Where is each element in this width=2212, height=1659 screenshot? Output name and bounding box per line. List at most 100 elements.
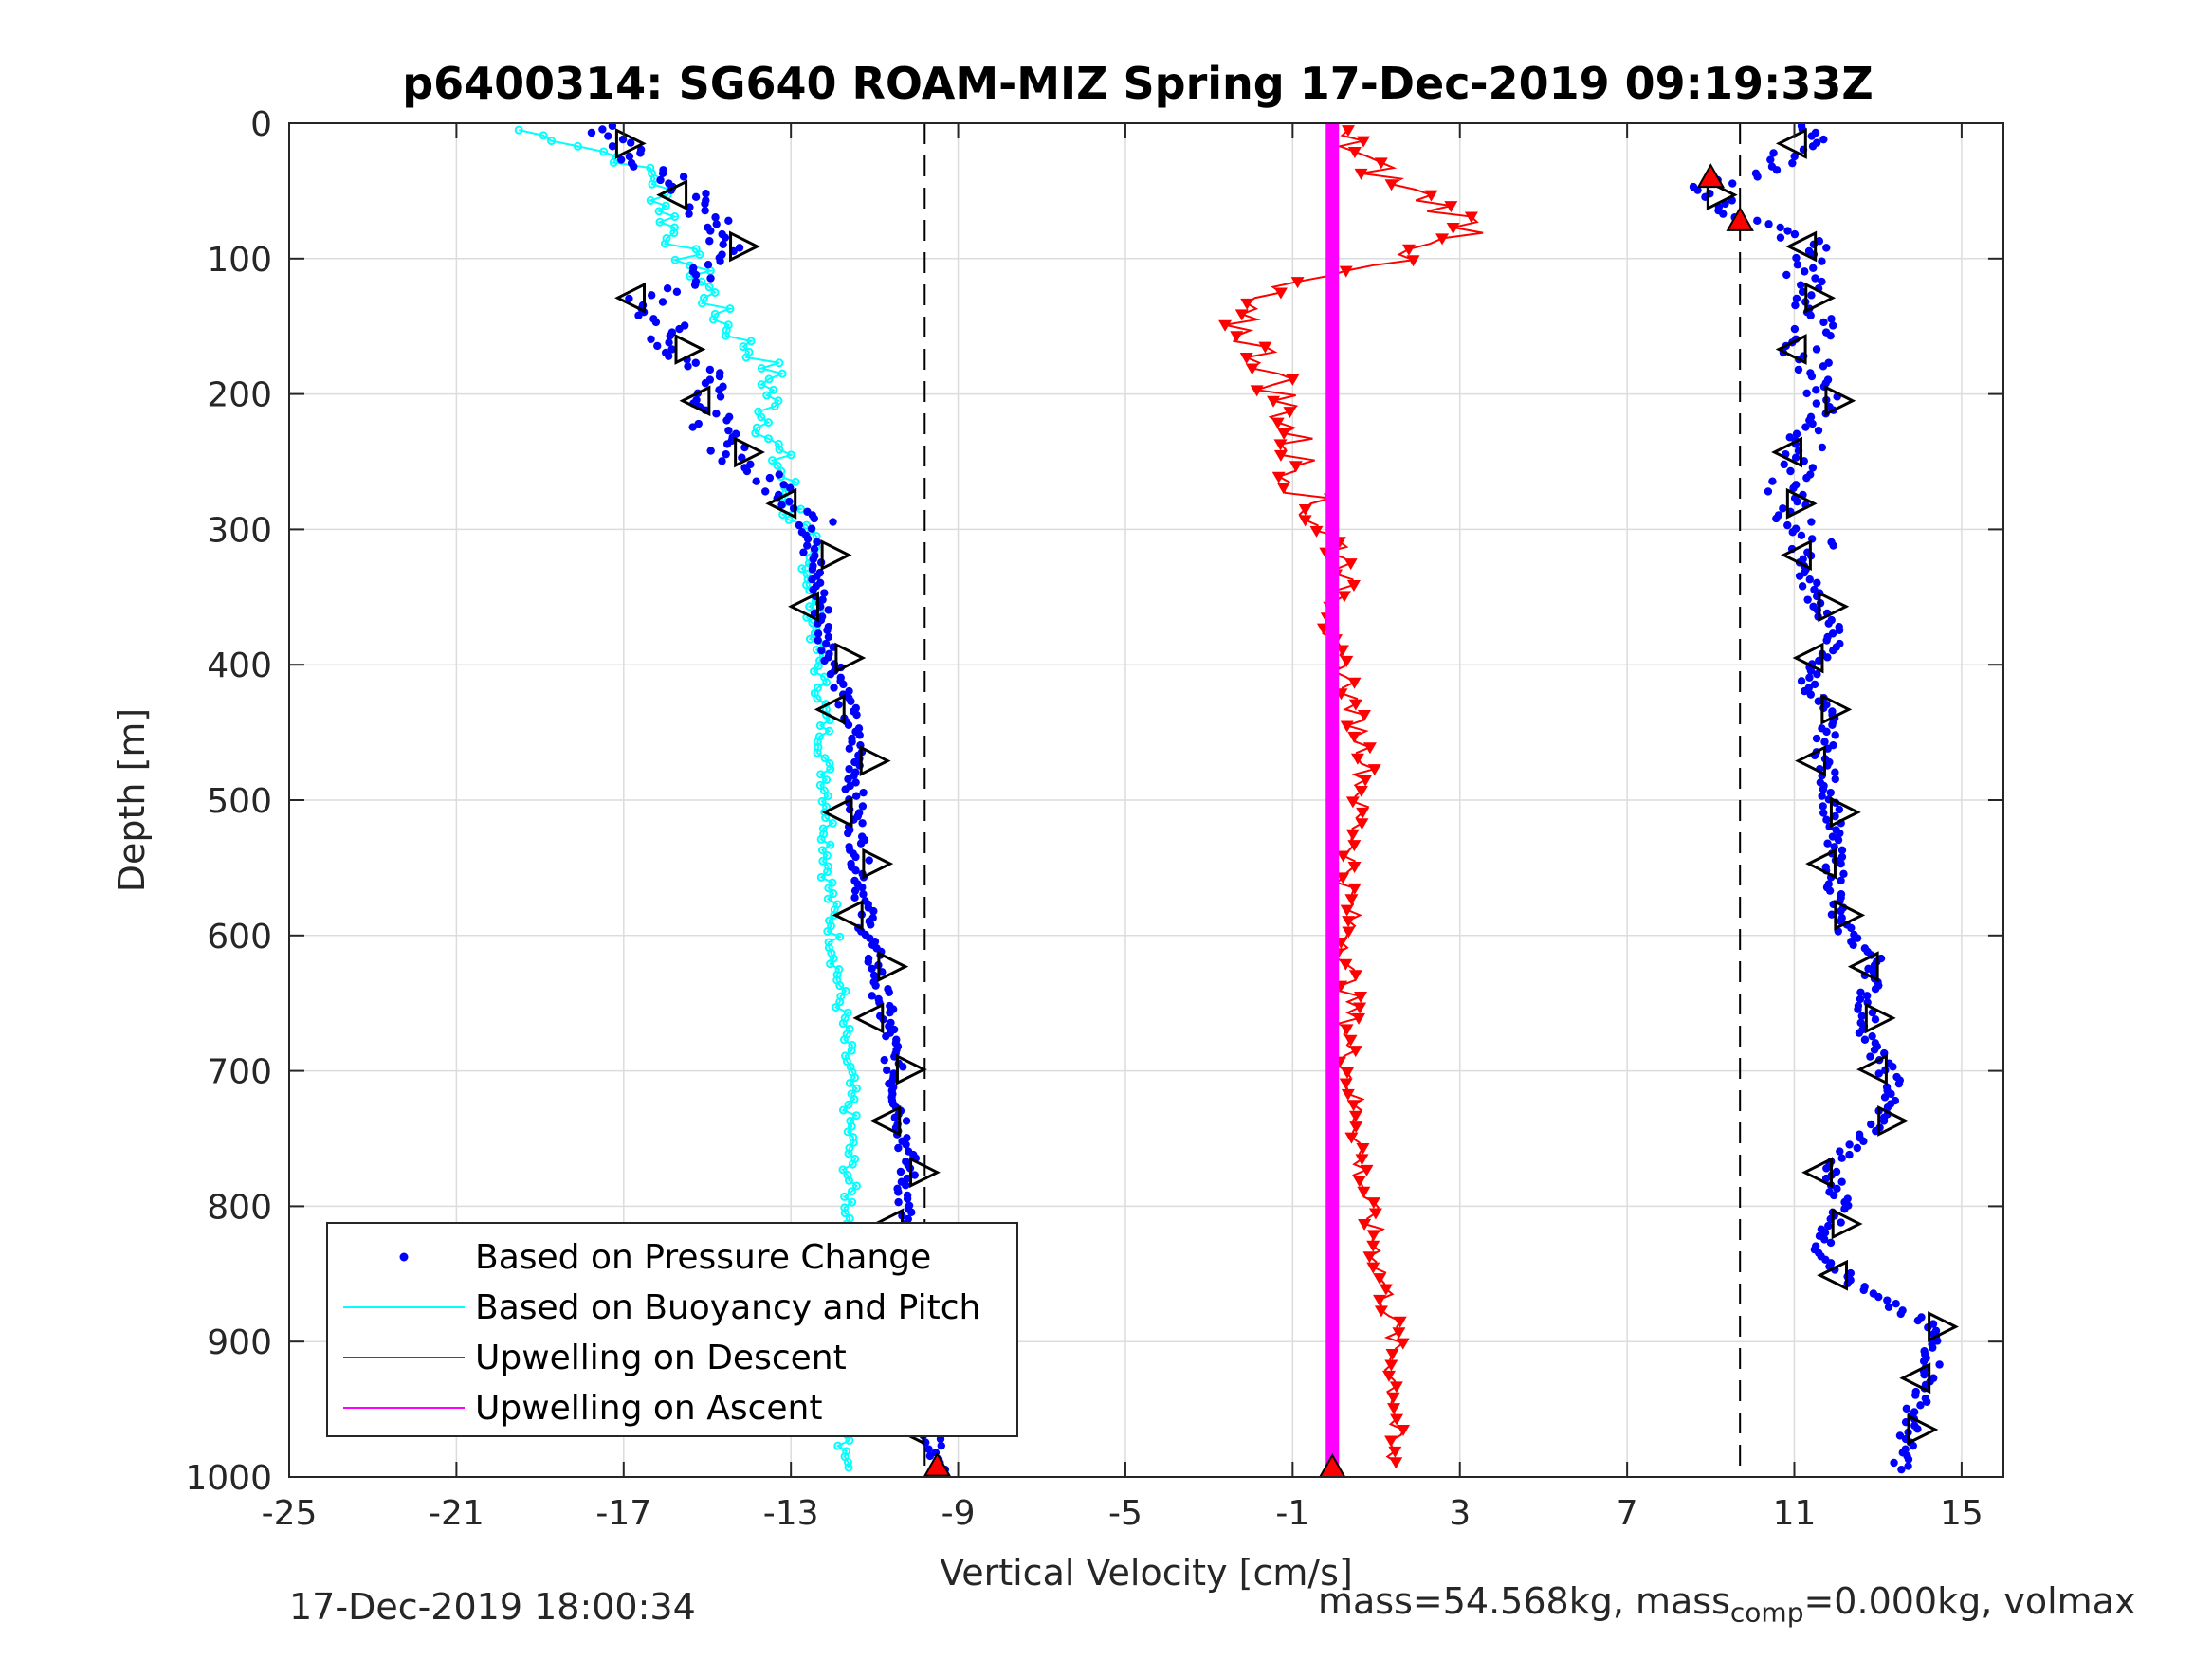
pressure-change-point — [883, 1066, 891, 1075]
pressure-change-point — [738, 453, 746, 462]
upwelling-descent-point — [1384, 1359, 1398, 1372]
pressure-change-point — [869, 906, 878, 916]
upwelling-descent-point — [1379, 1284, 1393, 1296]
buoyancy-pitch-point — [816, 834, 826, 844]
buoyancy-pitch-point — [739, 342, 748, 352]
direction-marker — [765, 487, 797, 520]
pressure-change-point — [1824, 1221, 1833, 1231]
buoyancy-pitch-point — [802, 570, 812, 579]
pressure-change-point — [1871, 1015, 1880, 1024]
pressure-change-point — [647, 291, 656, 300]
buoyancy-pitch-point — [805, 634, 814, 644]
upwelling-descent-point — [1389, 1457, 1403, 1469]
pressure-change-point — [702, 190, 710, 198]
upwelling-descent-point — [1374, 1305, 1388, 1318]
upwelling-descent-point — [1355, 1154, 1369, 1166]
pressure-change-point — [814, 629, 823, 638]
y-tick-label: 100 — [207, 241, 272, 280]
buoyancy-pitch-point — [850, 1095, 859, 1104]
upwelling-descent-point — [1339, 958, 1353, 971]
pressure-change-point — [1837, 852, 1847, 862]
pressure-change-point — [1823, 839, 1832, 848]
buoyancy-pitch-point — [849, 1138, 858, 1147]
pressure-change-point — [691, 192, 701, 202]
upwelling-descent-point — [1366, 1262, 1380, 1274]
dive-apogee-marker — [1319, 1452, 1346, 1477]
pressure-change-point — [1845, 1150, 1854, 1159]
buoyancy-pitch-point — [822, 851, 832, 861]
x-tick-label: 3 — [1449, 1494, 1471, 1533]
upwelling-descent-point — [1346, 579, 1361, 592]
buoyancy-pitch-point — [746, 337, 756, 346]
pressure-change-point — [1764, 487, 1773, 496]
pressure-change-point — [777, 501, 786, 509]
pressure-change-point — [1869, 968, 1878, 976]
pressure-change-point — [807, 524, 816, 533]
buoyancy-pitch-point — [818, 824, 828, 833]
pressure-change-point — [829, 518, 837, 526]
direction-marker — [877, 951, 909, 983]
buoyancy-pitch-point — [648, 179, 657, 189]
buoyancy-pitch-point — [815, 780, 825, 790]
upwelling-descent-point — [1276, 483, 1290, 495]
pressure-change-point — [1828, 720, 1837, 729]
pressure-change-point — [1837, 1154, 1846, 1162]
pressure-change-point — [1856, 994, 1865, 1004]
x-tick-label: -25 — [262, 1494, 318, 1533]
y-tick-label: 400 — [207, 647, 272, 685]
pressure-change-point — [1820, 1229, 1830, 1237]
pressure-change-point — [1923, 1397, 1931, 1406]
pressure-change-point — [1772, 514, 1781, 523]
pressure-change-point — [1819, 809, 1828, 817]
pressure-change-point — [1909, 1441, 1917, 1450]
buoyancy-pitch-point — [770, 401, 779, 410]
buoyancy-pitch-point — [840, 1192, 850, 1201]
buoyancy-pitch-point — [847, 1187, 856, 1196]
pressure-change-point — [1806, 666, 1816, 675]
pressure-change-point — [1904, 1462, 1912, 1470]
pressure-change-point — [1790, 229, 1800, 239]
pressure-change-point — [1859, 1137, 1868, 1146]
x-axis-label: Vertical Velocity [cm/s] — [940, 1552, 1353, 1594]
pressure-change-point — [1831, 731, 1839, 739]
pressure-change-point — [1827, 315, 1836, 323]
pressure-change-point — [848, 738, 856, 746]
pressure-change-point — [894, 1188, 903, 1196]
upwelling-descent-point — [1435, 233, 1450, 246]
pressure-change-point — [735, 244, 744, 252]
pressure-change-point — [667, 345, 676, 354]
upwelling-descent-point — [1357, 1186, 1371, 1198]
pressure-change-point — [1790, 152, 1799, 161]
pressure-change-point — [814, 619, 822, 628]
buoyancy-pitch-point — [757, 380, 766, 390]
direction-marker — [832, 899, 864, 931]
pressure-change-point — [1837, 859, 1845, 868]
pressure-change-point — [715, 372, 724, 381]
upwelling-descent-point — [1286, 374, 1300, 386]
footer-timestamp: 17-Dec-2019 18:00:34 — [289, 1586, 696, 1628]
legend-label: Based on Pressure Change — [475, 1238, 931, 1277]
direction-marker — [679, 385, 711, 417]
upwelling-descent-point — [1336, 872, 1350, 884]
pressure-change-point — [1805, 575, 1815, 584]
pressure-change-point — [1819, 318, 1828, 327]
direction-marker — [1785, 487, 1818, 520]
pressure-change-point — [1929, 1343, 1937, 1352]
pressure-change-point — [817, 647, 826, 655]
pressure-change-point — [1855, 1029, 1864, 1037]
upwelling-descent-point — [1347, 146, 1362, 158]
pressure-change-point — [821, 639, 831, 648]
pressure-change-point — [1896, 1309, 1905, 1319]
pressure-change-point — [672, 287, 682, 296]
buoyancy-pitch-point — [786, 450, 795, 460]
pressure-change-point — [1772, 166, 1782, 174]
upwelling-descent-point — [1245, 363, 1259, 375]
pressure-change-point — [1840, 1205, 1849, 1213]
pressure-change-point — [1826, 788, 1835, 797]
buoyancy-pitch-point — [824, 884, 833, 893]
direction-marker — [614, 282, 646, 314]
pressure-change-point — [795, 520, 804, 530]
buoyancy-pitch-point — [757, 412, 766, 422]
buoyancy-pitch-point — [704, 283, 714, 292]
pressure-change-point — [1812, 734, 1821, 743]
